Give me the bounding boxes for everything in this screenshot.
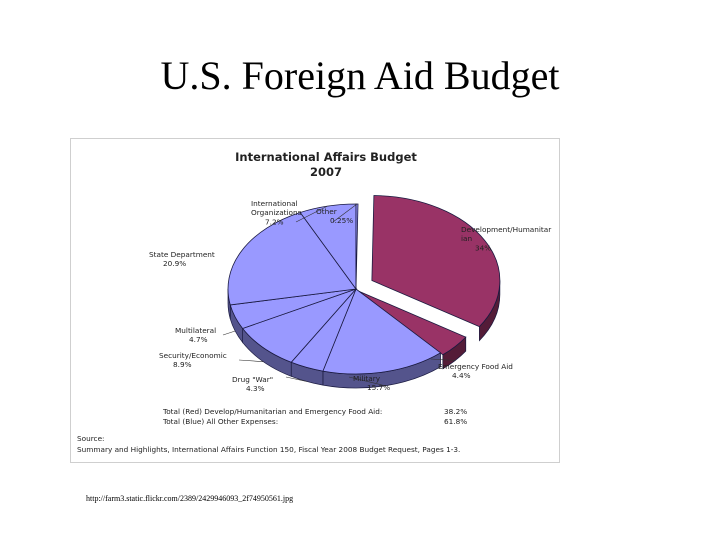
pie-slice: [322, 288, 442, 375]
leader-line: [430, 358, 456, 361]
label-leader-lines: [222, 203, 456, 387]
source-text: Summary and Highlights, International Af…: [77, 445, 460, 454]
pie-slices: [227, 195, 501, 389]
slice-label: Emergency Food Aid 4.4%: [438, 362, 513, 380]
pie-slice: [371, 195, 501, 328]
slice-label: Military 15.7%: [353, 374, 390, 392]
pie-chart: International Affairs Budget 2007 Develo…: [77, 150, 551, 454]
source-heading: Source:: [77, 434, 105, 443]
totals-red-label: Total (Red) Develop/Humanitarian and Eme…: [162, 407, 382, 416]
totals-red-value: 38.2%: [444, 407, 467, 416]
slice-labels: Development/Humanitar ian34% Emergency Foo…: [149, 199, 551, 393]
slice-label: Development/Humanitar ian34%: [461, 225, 551, 252]
leader-line: [222, 330, 236, 336]
chart-title: International Affairs Budget: [235, 150, 417, 164]
slice-label: Security/Economic 8.9%: [159, 351, 227, 369]
totals-blue-label: Total (Blue) All Other Expenses:: [162, 417, 278, 426]
slice-label: Other 0.25%: [316, 207, 353, 225]
totals-blue-value: 61.8%: [444, 417, 467, 426]
leader-line: [238, 359, 264, 362]
pie-slice: [227, 212, 357, 306]
chart-subtitle: 2007: [310, 165, 342, 179]
pie-slice: [358, 290, 467, 356]
chart-image: International Affairs Budget 2007 Develo…: [70, 138, 560, 463]
slice-label: International Organizations 7.2%: [251, 199, 302, 226]
pie-slice: [355, 203, 359, 290]
leader-line: [348, 376, 386, 387]
slice-label: State Department 20.9%: [149, 250, 215, 268]
slice-label: Drug "War" 4.3%: [232, 375, 273, 393]
leader-line: [332, 203, 358, 223]
leader-line: [295, 205, 328, 223]
leader-line: [285, 376, 307, 382]
image-source-url: http://farm3.static.flickr.com/2389/2429…: [86, 494, 294, 503]
slice-label: Multilateral 4.7%: [175, 326, 216, 344]
slide-title: U.S. Foreign Aid Budget: [160, 53, 560, 98]
